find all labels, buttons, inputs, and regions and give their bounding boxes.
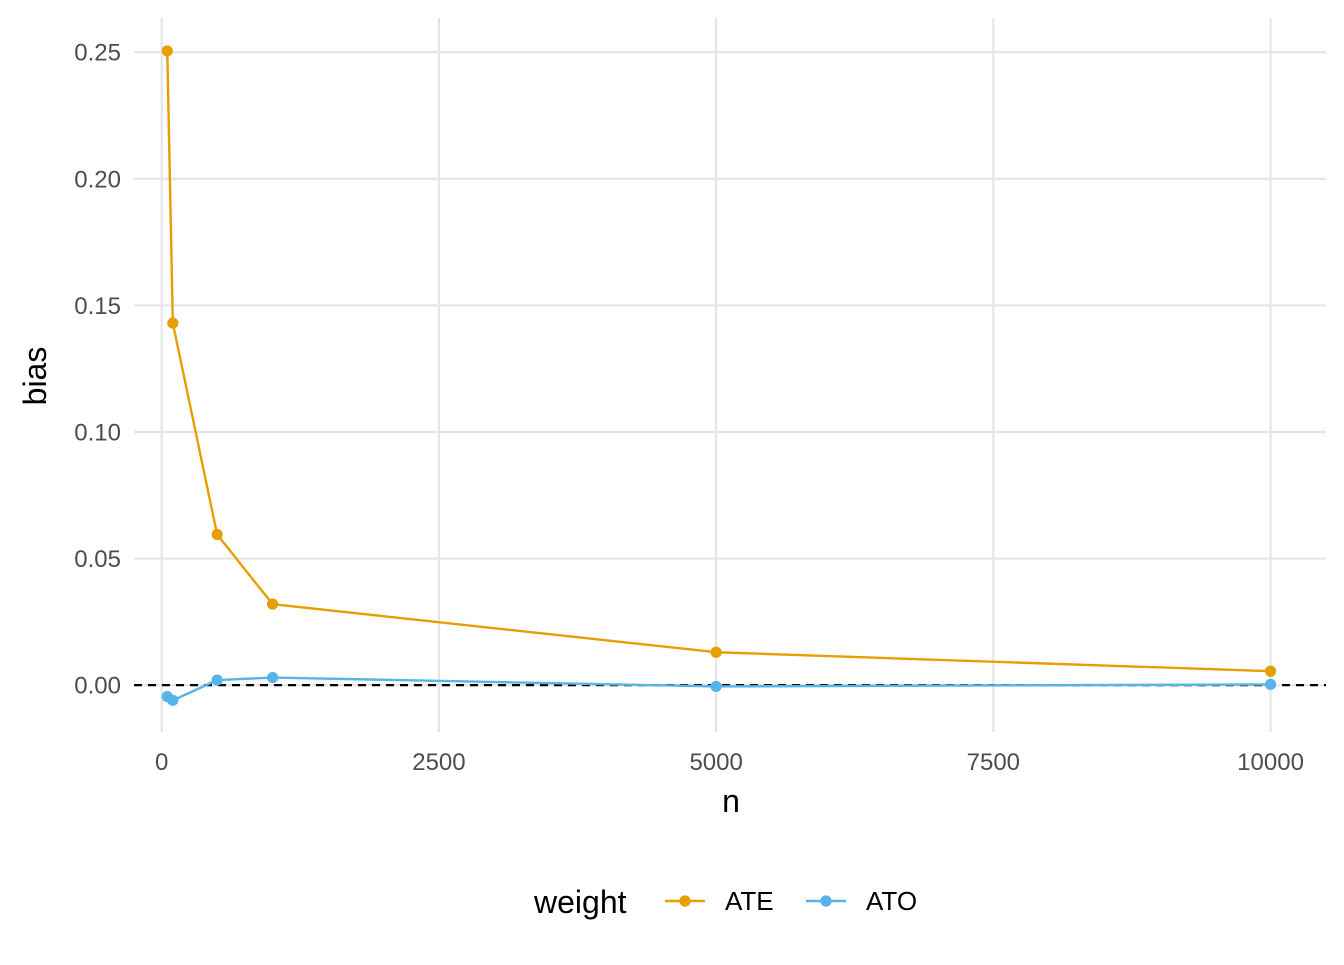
legend-title: weight (533, 884, 627, 920)
data-point-ato (167, 694, 179, 706)
legend-item-ate: ATE (665, 886, 774, 916)
x-tick-label: 0 (155, 749, 168, 776)
y-tick-label: 0.15 (74, 293, 121, 320)
data-point-ato (267, 671, 279, 684)
data-point-ate (710, 646, 722, 658)
data-point-ate (211, 528, 223, 541)
x-tick-label: 10000 (1237, 749, 1304, 776)
data-point-ato (211, 674, 223, 686)
data-point-ate (1264, 665, 1277, 677)
y-axis-title: bias (17, 347, 53, 406)
x-axis-title: n (722, 783, 740, 819)
series-ato (161, 671, 1277, 706)
series-lines (161, 45, 1277, 706)
data-point-ato (1264, 678, 1277, 691)
y-tick-label: 0.05 (74, 546, 121, 573)
data-point-ate (267, 598, 279, 610)
y-tick-label: 0.25 (74, 40, 121, 67)
grid-lines (134, 18, 1326, 732)
data-point-ate (167, 317, 179, 329)
legend-item-ato: ATO (806, 886, 917, 916)
series-ate (161, 45, 1277, 677)
y-tick-label: 0.20 (74, 166, 121, 193)
legend-label-ato: ATO (866, 886, 917, 916)
y-tick-label: 0.10 (74, 419, 121, 446)
data-point-ato (710, 680, 722, 693)
y-tick-label: 0.00 (74, 673, 121, 700)
legend-key-point-ate (679, 895, 691, 907)
x-tick-label: 7500 (967, 749, 1020, 776)
x-axis-ticks: 0 2500 5000 7500 10000 (155, 749, 1304, 776)
series-line-ate (166, 50, 1271, 673)
x-tick-label: 2500 (412, 749, 465, 776)
x-tick-label: 5000 (689, 749, 742, 776)
data-point-ate (161, 45, 173, 57)
legend-key-point-ato (820, 895, 832, 907)
y-axis-ticks: 0.00 0.05 0.10 0.15 0.20 0.25 (74, 40, 121, 700)
legend-label-ate: ATE (725, 886, 774, 916)
legend: weight ATE ATO (533, 884, 917, 920)
legend-items: ATE ATO (665, 886, 917, 916)
